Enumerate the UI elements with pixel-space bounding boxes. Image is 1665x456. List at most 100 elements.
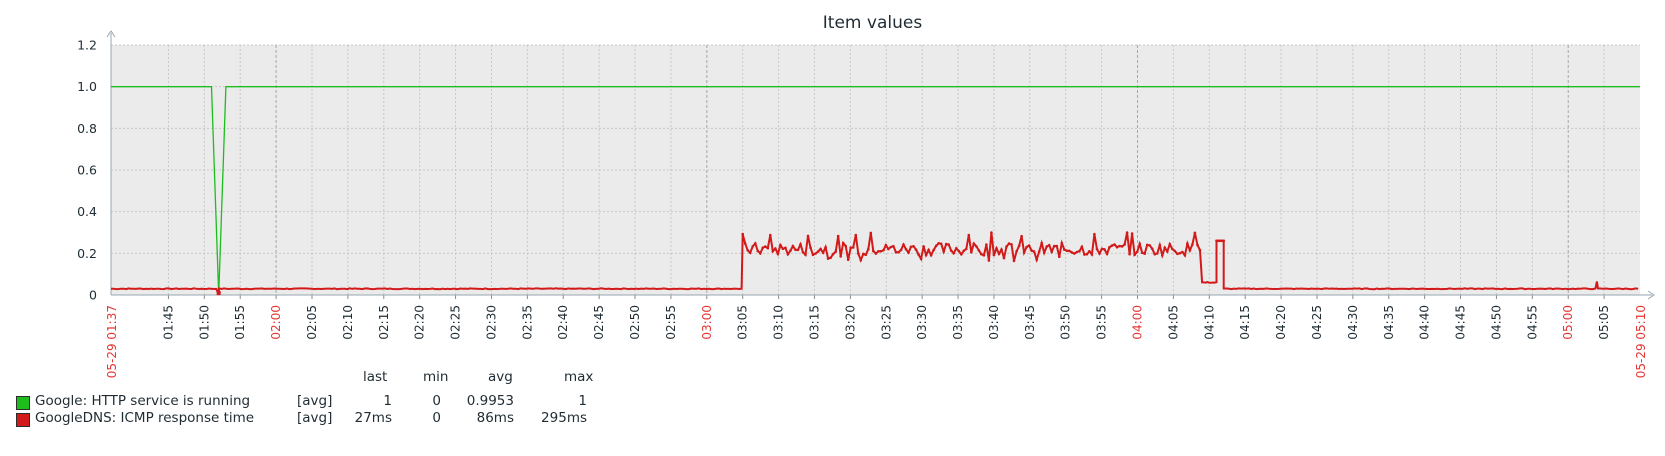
series-point bbox=[766, 246, 770, 250]
series-point bbox=[1156, 252, 1159, 255]
x-tick-label: 03:20 bbox=[843, 305, 857, 340]
x-tick-label: 04:00 bbox=[1131, 305, 1145, 340]
legend-header-avg: avg bbox=[488, 369, 513, 385]
series-point bbox=[761, 246, 765, 249]
legend-item-name: GoogleDNS: ICMP response time bbox=[35, 410, 255, 426]
series-point bbox=[1118, 244, 1121, 248]
series-point bbox=[1218, 239, 1222, 243]
series-point bbox=[952, 252, 955, 255]
series-point bbox=[917, 253, 920, 256]
x-tick-label: 02:40 bbox=[556, 305, 570, 340]
series-point bbox=[1083, 253, 1086, 256]
series-point bbox=[887, 247, 890, 251]
x-tick-label: 02:30 bbox=[484, 305, 498, 340]
series-point bbox=[889, 245, 893, 249]
series-point bbox=[824, 245, 827, 249]
series-point bbox=[1047, 243, 1051, 247]
series-point bbox=[947, 243, 950, 246]
series-point bbox=[1196, 243, 1199, 247]
x-tick-label: 03:45 bbox=[1023, 305, 1037, 340]
series-point bbox=[955, 247, 958, 250]
series-point bbox=[927, 248, 930, 252]
series-point bbox=[1065, 249, 1069, 252]
series-point bbox=[1173, 249, 1177, 253]
series-point bbox=[939, 242, 943, 246]
x-tick-label: 04:40 bbox=[1418, 305, 1432, 340]
series-point bbox=[962, 249, 966, 252]
line-chart: Item values 0 0.2 0.4 0.6 0.8 1.0 1.2 01:45 01:50… bbox=[77, 13, 1655, 378]
series-point bbox=[1181, 250, 1184, 254]
x-tick-label: 02:45 bbox=[592, 305, 606, 340]
series-point bbox=[1078, 249, 1081, 253]
series-point bbox=[1030, 249, 1033, 252]
y-tick-label: 0 bbox=[89, 288, 97, 303]
series-point bbox=[919, 257, 923, 261]
series-point bbox=[1133, 253, 1136, 256]
legend-item-last: 27ms bbox=[354, 410, 392, 426]
series-point bbox=[816, 250, 820, 253]
x-tick-label: 03:05 bbox=[736, 305, 750, 340]
series-point bbox=[1168, 242, 1172, 246]
series-point bbox=[995, 247, 998, 250]
x-tick-label: 02:15 bbox=[377, 305, 391, 340]
series-point bbox=[899, 248, 903, 252]
series-point bbox=[1027, 244, 1031, 247]
series-point bbox=[907, 251, 910, 254]
series-point bbox=[796, 248, 800, 252]
series-point bbox=[794, 248, 797, 252]
series-point bbox=[975, 245, 978, 248]
series-point bbox=[990, 231, 993, 234]
series-point bbox=[894, 251, 898, 254]
x-start-label: 05-29 01:37 bbox=[105, 305, 119, 378]
x-end-label: 05-29 05:10 bbox=[1634, 305, 1648, 378]
x-tick-label: 03:15 bbox=[807, 305, 821, 340]
series-point bbox=[942, 250, 945, 253]
series-point bbox=[826, 257, 830, 260]
series-point bbox=[872, 249, 875, 253]
series-point bbox=[769, 233, 772, 237]
series-point bbox=[960, 253, 963, 256]
series-point bbox=[1000, 248, 1003, 251]
series-point bbox=[1188, 249, 1192, 252]
series-point bbox=[1183, 254, 1187, 257]
series-point bbox=[924, 253, 928, 257]
series-point bbox=[1150, 247, 1154, 250]
series-point bbox=[831, 252, 835, 256]
series-point bbox=[1191, 243, 1194, 246]
legend-header-max: max bbox=[564, 369, 594, 385]
series-point bbox=[934, 244, 938, 248]
y-tick-label: 0.2 bbox=[77, 246, 97, 261]
x-tick-label: 02:35 bbox=[520, 305, 534, 340]
series-point bbox=[1130, 232, 1134, 235]
x-tick-label: 02:20 bbox=[413, 305, 427, 340]
series-point bbox=[789, 249, 792, 252]
legend-item-func: [avg] bbox=[297, 410, 333, 426]
series-point bbox=[756, 249, 760, 253]
series-point bbox=[864, 253, 868, 256]
series-point bbox=[1198, 248, 1202, 252]
x-tick-label: 02:10 bbox=[341, 305, 355, 340]
x-tick-label: 01:55 bbox=[233, 305, 247, 340]
series-point bbox=[1095, 247, 1099, 251]
series-point bbox=[776, 252, 780, 256]
legend-swatch-red bbox=[16, 413, 30, 427]
series-point bbox=[1215, 239, 1218, 243]
series-point bbox=[774, 247, 777, 250]
series-point bbox=[957, 249, 961, 253]
series-point bbox=[985, 243, 988, 246]
series-point bbox=[1113, 243, 1116, 246]
series-point bbox=[902, 243, 905, 246]
series-point bbox=[1120, 245, 1124, 248]
series-point bbox=[751, 245, 754, 248]
series-point bbox=[937, 242, 940, 245]
legend-header-last: last bbox=[363, 369, 388, 385]
series-point bbox=[944, 242, 948, 246]
series-point bbox=[1135, 250, 1139, 254]
series-point bbox=[987, 259, 991, 262]
x-tick-label: 02:50 bbox=[628, 305, 642, 340]
series-point bbox=[743, 242, 747, 245]
series-point bbox=[1220, 239, 1224, 243]
series-point bbox=[741, 232, 744, 236]
series-point bbox=[1088, 250, 1091, 253]
series-point bbox=[1217, 239, 1220, 243]
